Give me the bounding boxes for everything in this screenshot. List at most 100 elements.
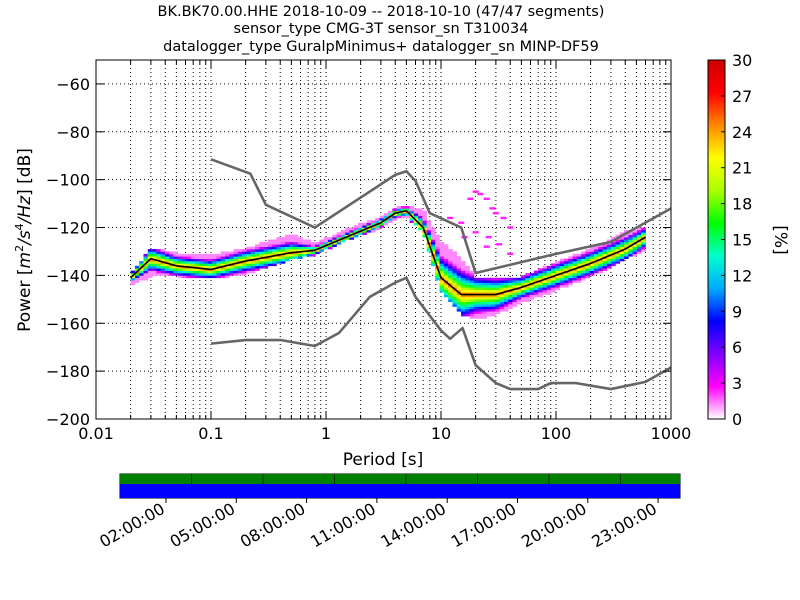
density-cell (581, 256, 586, 259)
density-cell (315, 241, 320, 245)
density-cell (418, 210, 423, 214)
density-cell (216, 253, 222, 257)
density-cell (147, 251, 153, 255)
density-cell (452, 280, 458, 283)
density-cell (242, 253, 247, 257)
density-cell (430, 244, 436, 247)
density-cell (199, 265, 204, 269)
density-cell (297, 249, 303, 252)
density-cell (439, 251, 445, 255)
density-cell (533, 292, 539, 295)
density-cell (499, 277, 505, 281)
density-cell (456, 256, 462, 259)
density-cell (469, 304, 475, 307)
density-cell (375, 227, 380, 231)
density-cell (233, 265, 239, 269)
density-cell (538, 292, 543, 295)
density-cell (572, 256, 578, 259)
density-cell (572, 253, 578, 257)
colorbar: 0 3 6 9 12 15 18 21 24 27 30 [%] (707, 51, 790, 429)
density-cell (147, 265, 153, 269)
density-cell (439, 256, 445, 259)
density-cell (563, 258, 569, 262)
density-cell (448, 282, 453, 286)
density-cell (525, 284, 530, 288)
density-cell (546, 277, 552, 281)
density-cell (456, 287, 462, 291)
density-cell (212, 273, 217, 276)
density-cell (323, 241, 329, 245)
density-cell (606, 265, 612, 269)
density-cell (538, 268, 543, 271)
density-cell (525, 289, 530, 293)
density-cell (456, 265, 462, 269)
density-cell (503, 306, 509, 310)
density-cell (152, 253, 157, 257)
density-cell (280, 244, 286, 247)
density-cell (478, 282, 483, 286)
density-cell (572, 273, 578, 276)
density-cell (435, 270, 440, 274)
density-cell (581, 270, 586, 274)
density-cell (542, 273, 548, 276)
density-cell (143, 253, 149, 257)
x-tick-label: 0.1 (198, 424, 223, 443)
density-cell (280, 241, 286, 245)
density-cell (465, 273, 470, 276)
density-cell (611, 249, 616, 252)
density-cell (499, 289, 505, 293)
density-cell (452, 261, 458, 264)
density-cell (276, 241, 282, 245)
density-cell (585, 258, 591, 262)
density-cell (289, 241, 294, 245)
density-cell (465, 280, 470, 283)
density-cell (448, 299, 453, 303)
density-cell (250, 265, 256, 269)
density-cell (173, 273, 179, 276)
density-cell (443, 289, 449, 293)
density-cell (465, 308, 470, 312)
density-cell (469, 292, 475, 295)
density-cell (495, 301, 500, 305)
density-cell (246, 261, 252, 264)
density-cell (293, 241, 299, 245)
density-cell (422, 222, 427, 226)
density-cell (156, 265, 161, 269)
density-cell (589, 273, 595, 276)
density-cell (160, 253, 166, 257)
density-cell (606, 249, 612, 252)
density-cell (216, 275, 222, 279)
density-outlier-cell (472, 231, 479, 234)
density-cell (512, 284, 518, 288)
density-cell (551, 282, 556, 286)
density-cell (430, 261, 436, 264)
density-cell (207, 261, 213, 264)
density-cell (508, 284, 513, 288)
density-cell (619, 232, 625, 236)
density-cell (263, 263, 269, 267)
density-cell (529, 284, 535, 288)
density-cell (478, 280, 483, 283)
density-cell (336, 237, 342, 240)
density-cell (242, 251, 247, 255)
density-cell (199, 273, 204, 276)
density-cell (435, 261, 440, 264)
density-cell (568, 270, 573, 274)
density-cell (160, 270, 166, 274)
density-cell (525, 277, 530, 281)
density-cell (456, 263, 462, 267)
density-cell (452, 304, 458, 307)
density-cell (169, 251, 174, 255)
density-cell (186, 273, 191, 276)
density-cell (486, 296, 492, 300)
density-cell (495, 296, 500, 300)
density-cell (164, 258, 170, 262)
density-cell (486, 282, 492, 286)
density-cell (435, 275, 440, 279)
density-cell (456, 301, 462, 305)
density-cell (194, 268, 200, 271)
density-cell (538, 277, 543, 281)
density-cell (426, 227, 432, 231)
colorbar-tick-label: 9 (732, 302, 742, 321)
density-cell (435, 246, 440, 250)
